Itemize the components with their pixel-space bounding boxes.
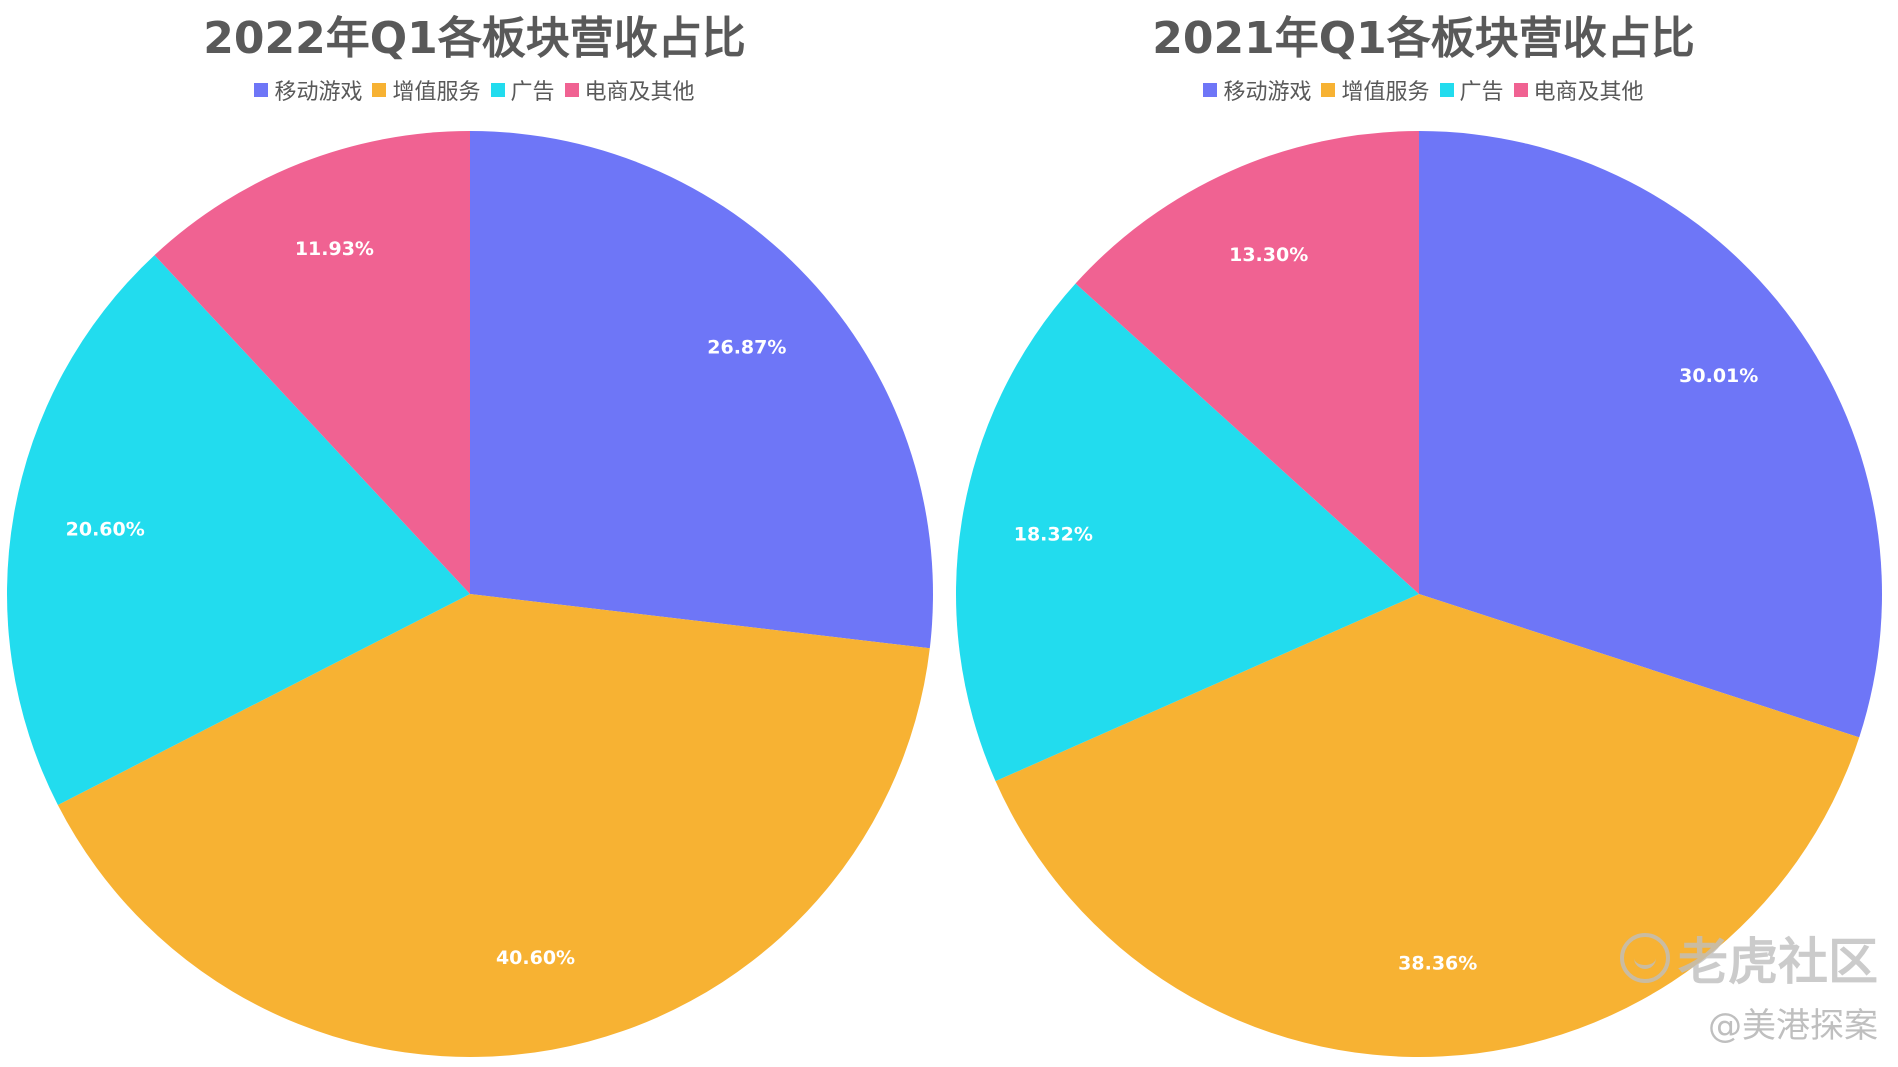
legend: 移动游戏 增值服务 广告 电商及其他	[949, 74, 1898, 106]
slice-value-label: 18.32%	[1014, 524, 1093, 546]
slice-value-label: 38.36%	[1398, 952, 1477, 974]
slice-value-label: 13.30%	[1229, 244, 1308, 266]
slice-value-label: 11.93%	[295, 238, 374, 260]
legend-label: 电商及其他	[584, 80, 695, 105]
tiger-logo-icon	[1620, 933, 1670, 983]
legend-swatch	[254, 83, 269, 97]
legend-item-ecommerce-other[interactable]: 电商及其他	[1513, 74, 1644, 106]
legend-label: 增值服务	[1341, 80, 1430, 105]
pie-chart-2022: 2022年Q1各板块营收占比 移动游戏 增值服务 广告 电商及其他 26.87%…	[0, 13, 949, 1057]
legend-item-advertising[interactable]: 广告	[490, 74, 555, 106]
legend-swatch	[372, 83, 387, 97]
legend-item-mobile-games[interactable]: 移动游戏	[1203, 74, 1311, 106]
watermark-brand: 老虎社区	[1678, 933, 1878, 991]
slice-value-label: 40.60%	[496, 947, 575, 969]
legend-item-mobile-games[interactable]: 移动游戏	[254, 74, 362, 106]
legend-item-value-added-services[interactable]: 增值服务	[372, 74, 481, 106]
legend-item-value-added-services[interactable]: 增值服务	[1321, 74, 1430, 106]
slice-value-label: 20.60%	[66, 518, 145, 540]
slice-mobile-games[interactable]	[470, 131, 933, 649]
legend-swatch	[1439, 83, 1454, 97]
legend-label: 广告	[1459, 80, 1504, 105]
legend-item-advertising[interactable]: 广告	[1439, 74, 1504, 106]
watermark-logo: 老虎社区	[1620, 922, 1878, 994]
legend-swatch	[1321, 83, 1336, 97]
legend-swatch	[1203, 83, 1218, 97]
slice-advertising[interactable]	[956, 283, 1419, 782]
legend-swatch	[490, 83, 505, 97]
slice-value-added-services[interactable]	[57, 594, 930, 1057]
pie-svg: 26.87% 40.60% 20.60% 11.93%	[6, 131, 933, 1057]
legend-label: 移动游戏	[274, 80, 363, 105]
legend-label: 增值服务	[392, 80, 481, 105]
legend-label: 广告	[510, 80, 555, 105]
slice-value-label: 26.87%	[707, 336, 786, 358]
pie-svg: 30.01% 38.36% 18.32% 13.30%	[956, 131, 1882, 1057]
slice-ecommerce-other[interactable]	[1075, 131, 1419, 594]
pie-chart-2021: 2021年Q1各板块营收占比 移动游戏 增值服务 广告 电商及其他 30.01%…	[949, 0, 1898, 1067]
watermark-handle: @美港探案	[1708, 1006, 1878, 1046]
slice-ecommerce-other[interactable]	[154, 131, 470, 594]
slice-advertising[interactable]	[6, 255, 471, 805]
slice-value-label: 30.01%	[1679, 365, 1758, 387]
legend-swatch	[1513, 83, 1528, 97]
slice-mobile-games[interactable]	[1419, 131, 1882, 738]
legend-label: 电商及其他	[1533, 80, 1644, 105]
legend-label: 移动游戏	[1223, 80, 1312, 105]
legend-item-ecommerce-other[interactable]: 电商及其他	[564, 74, 695, 106]
chart-title: 2022年Q1各板块营收占比	[203, 13, 746, 64]
legend-swatch	[564, 83, 579, 97]
legend: 移动游戏 增值服务 广告 电商及其他	[0, 74, 949, 106]
chart-title: 2021年Q1各板块营收占比	[1152, 13, 1695, 64]
watermark: 老虎社区 @美港探案	[1620, 922, 1878, 1047]
